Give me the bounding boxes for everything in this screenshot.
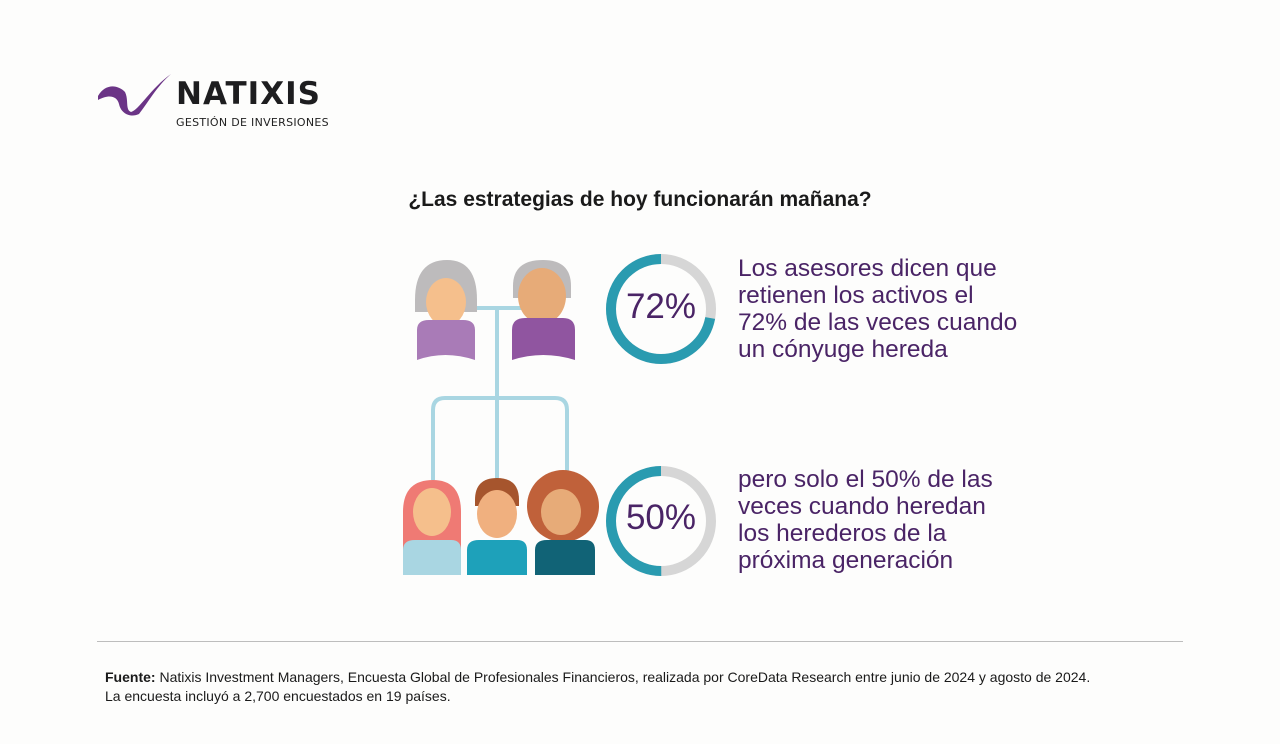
donut-50: [606, 466, 716, 576]
daughter-icon: [403, 480, 461, 575]
text-line: retienen los activos el: [738, 282, 974, 309]
text-line: un cónyuge hereda: [738, 336, 948, 363]
children-connector: [431, 396, 569, 480]
text-line: 72% de las veces cuando: [738, 309, 1018, 336]
stat-description-spouse: Los asesores dicen que retienen los acti…: [738, 255, 1058, 363]
donut-72: [606, 254, 716, 364]
source-text: Natixis Investment Managers, Encuesta Gl…: [159, 669, 1091, 685]
donut-progress-arc: [606, 466, 716, 576]
stat-description-next-generation: pero solo el 50% de las veces cuando her…: [738, 466, 1058, 574]
divider: [97, 641, 1183, 642]
stat-percent-72: 72%: [625, 287, 697, 326]
source-label: Fuente:: [105, 669, 156, 685]
grandfather-icon: [512, 260, 575, 360]
logo-wordmark: NATIXIS: [176, 76, 321, 112]
text-line: próxima generación: [738, 547, 954, 574]
grandmother-icon: [415, 260, 477, 360]
source-text-2: La encuesta incluyó a 2,700 encuestados …: [105, 688, 451, 704]
text-line: Los asesores dicen que: [738, 255, 997, 282]
page-title: ¿Las estrategias de hoy funcionarán maña…: [408, 188, 872, 211]
text-line: veces cuando heredan: [738, 493, 986, 520]
text-line: los herederos de la: [738, 520, 947, 547]
logo-subtitle: GESTIÓN DE INVERSIONES: [176, 116, 329, 129]
text-line: pero solo el 50% de las: [738, 466, 993, 493]
stat-percent-50: 50%: [625, 498, 697, 537]
source-note: Fuente: Natixis Investment Managers, Enc…: [105, 668, 1205, 706]
son-icon: [467, 478, 527, 575]
natixis-logo-mark: [98, 74, 171, 116]
donut-progress-arc: [606, 254, 716, 364]
family-tree-illustration: [403, 260, 599, 575]
curly-haired-daughter-icon: [527, 470, 599, 575]
